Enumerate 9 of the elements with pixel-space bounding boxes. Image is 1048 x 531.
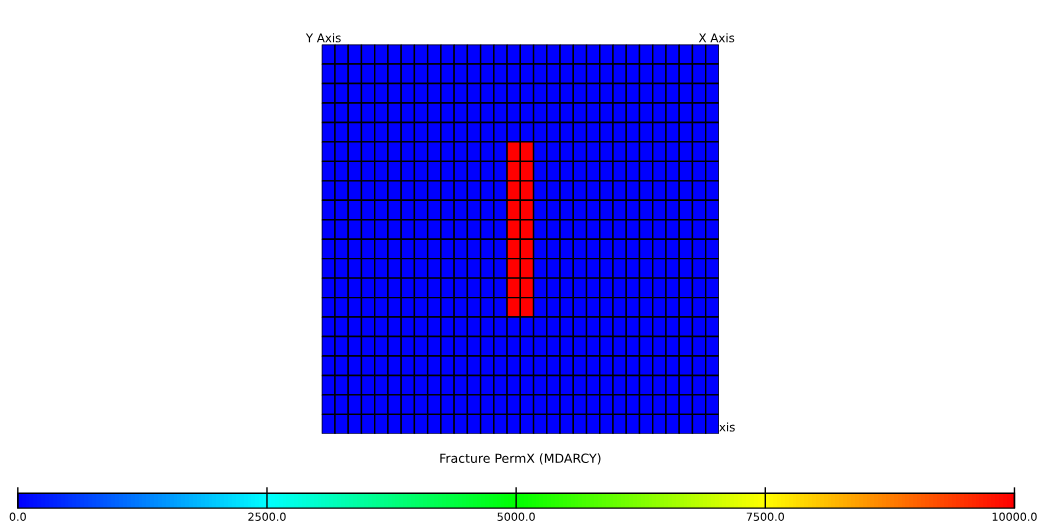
text: Y Axis xyxy=(305,33,341,43)
color-bar-label: 0.0 xyxy=(9,512,26,521)
text: X Axis xyxy=(698,33,735,43)
color-bar-label: 5000.0 xyxy=(497,512,535,521)
color-bar-label: 2500.0 xyxy=(248,512,286,521)
text: xis xyxy=(719,422,735,432)
x-axis-title: Fracture PermX (MDARCY) xyxy=(440,453,601,465)
color-bar-label: 10000.0 xyxy=(992,512,1037,521)
color-bar-label: 7500.0 xyxy=(746,512,784,521)
